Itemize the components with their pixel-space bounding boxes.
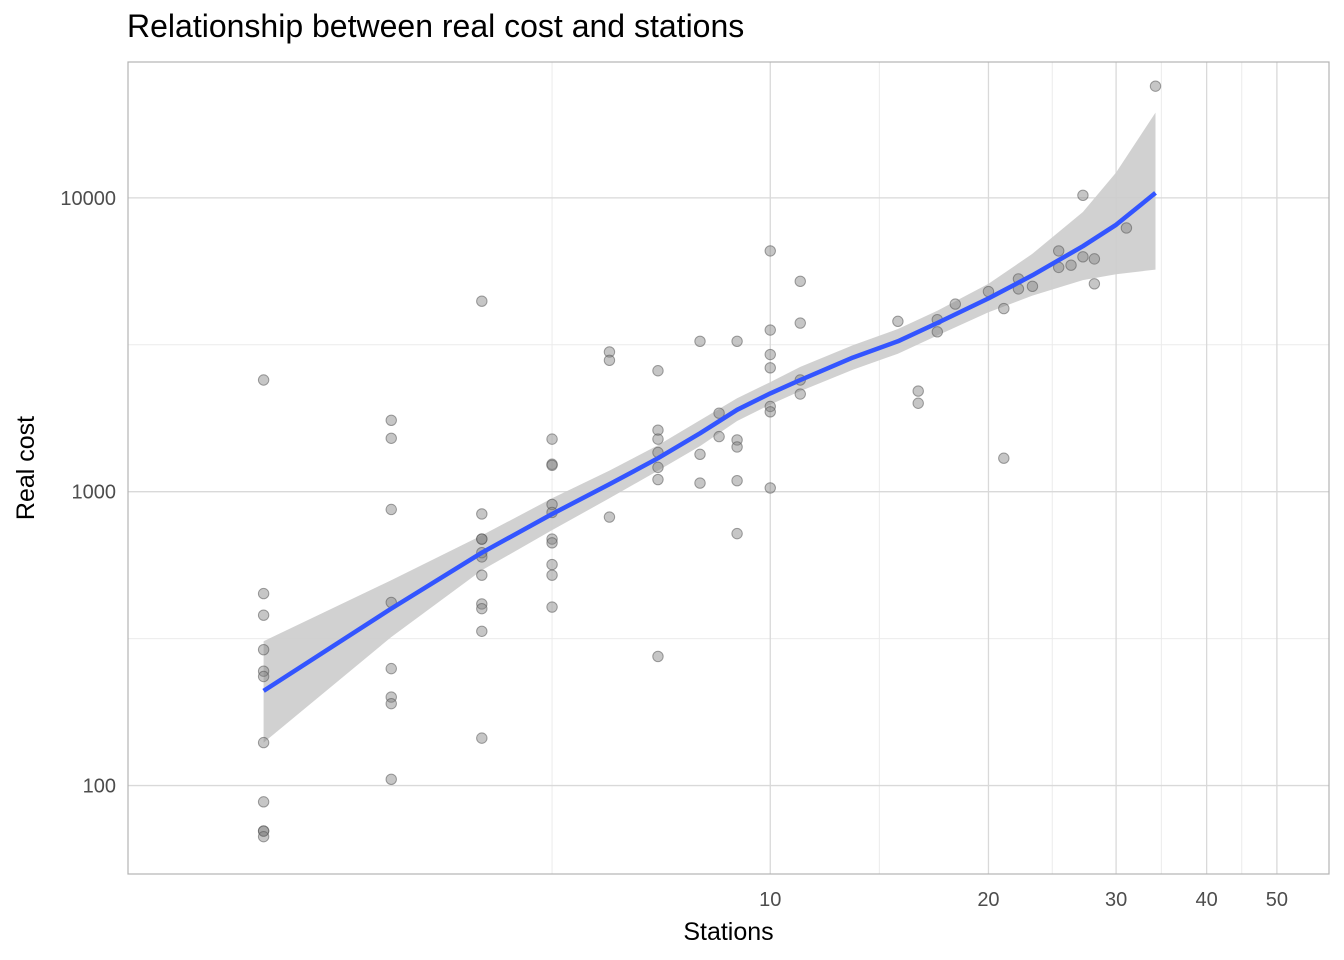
data-point bbox=[764, 324, 776, 336]
x-tick-label: 50 bbox=[1266, 889, 1288, 911]
data-point bbox=[694, 477, 706, 489]
data-point bbox=[476, 625, 488, 637]
data-point bbox=[546, 498, 558, 511]
data-point bbox=[603, 511, 616, 523]
data-point bbox=[546, 533, 558, 545]
y-tick-label: 1000 bbox=[72, 482, 117, 504]
data-point bbox=[546, 537, 558, 549]
data-point bbox=[931, 326, 943, 338]
data-point bbox=[794, 275, 806, 288]
x-tick-label: 10 bbox=[759, 889, 781, 911]
data-point bbox=[1077, 189, 1089, 202]
data-point bbox=[546, 569, 558, 581]
y-tick-label: 100 bbox=[83, 776, 116, 798]
data-point bbox=[652, 433, 664, 445]
data-point bbox=[731, 527, 743, 540]
data-point bbox=[1088, 253, 1101, 265]
x-tick-label: 30 bbox=[1105, 889, 1127, 911]
data-point bbox=[603, 354, 616, 367]
data-point bbox=[731, 335, 743, 347]
data-point bbox=[257, 643, 270, 656]
y-tick-label: 10000 bbox=[60, 188, 116, 210]
y-axis-title: Real cost bbox=[12, 416, 40, 520]
data-point bbox=[713, 430, 725, 443]
y-axis-ticks: 100 1000 10000 bbox=[60, 188, 116, 798]
data-point bbox=[652, 650, 664, 663]
data-point bbox=[476, 732, 488, 744]
data-point bbox=[652, 473, 664, 486]
data-point bbox=[764, 362, 776, 374]
data-point bbox=[546, 601, 558, 613]
data-point bbox=[476, 602, 488, 615]
data-point bbox=[1026, 280, 1039, 293]
data-point bbox=[1077, 251, 1089, 263]
data-point bbox=[385, 773, 397, 786]
data-point bbox=[998, 452, 1010, 464]
data-point bbox=[652, 365, 664, 377]
data-point bbox=[1065, 259, 1077, 271]
data-point bbox=[385, 503, 397, 516]
data-point bbox=[1088, 278, 1101, 290]
data-point bbox=[257, 670, 270, 683]
data-point bbox=[546, 459, 558, 471]
data-point bbox=[257, 374, 270, 386]
data-point bbox=[257, 736, 270, 749]
data-point bbox=[546, 433, 558, 445]
data-point bbox=[764, 406, 776, 418]
data-point bbox=[476, 295, 488, 307]
data-point bbox=[764, 482, 776, 494]
data-point bbox=[794, 388, 806, 400]
data-point bbox=[257, 830, 270, 843]
data-point bbox=[257, 609, 270, 621]
data-point bbox=[385, 662, 397, 675]
data-point bbox=[385, 414, 397, 426]
data-point bbox=[476, 533, 488, 545]
trend-line-layer bbox=[262, 191, 1157, 693]
data-point bbox=[257, 796, 270, 808]
data-point bbox=[652, 424, 664, 436]
data-point bbox=[694, 335, 706, 347]
data-point bbox=[912, 397, 924, 409]
data-point bbox=[476, 569, 488, 581]
data-point bbox=[385, 432, 397, 444]
data-point bbox=[713, 407, 725, 419]
data-point bbox=[1120, 222, 1133, 234]
data-point bbox=[794, 317, 806, 329]
data-point bbox=[546, 558, 558, 571]
data-point bbox=[385, 697, 397, 710]
panel-border bbox=[127, 61, 1330, 875]
data-point bbox=[257, 587, 270, 600]
data-point bbox=[949, 298, 961, 310]
data-point bbox=[912, 385, 924, 397]
data-point bbox=[998, 302, 1010, 315]
trend-line bbox=[262, 191, 1157, 693]
x-axis-title: Stations bbox=[683, 918, 773, 946]
chart-title: Relationship between real cost and stati… bbox=[127, 8, 745, 44]
data-point bbox=[652, 461, 664, 474]
data-point bbox=[764, 348, 776, 361]
data-point bbox=[1052, 245, 1065, 257]
data-point bbox=[694, 448, 706, 461]
points-layer bbox=[257, 80, 1162, 843]
data-point bbox=[764, 245, 776, 257]
data-point bbox=[1149, 80, 1162, 92]
data-point bbox=[476, 508, 488, 520]
x-tick-label: 40 bbox=[1196, 889, 1218, 911]
grid-major bbox=[128, 62, 1329, 874]
data-point bbox=[731, 475, 743, 487]
x-axis-ticks: 10 20 30 40 50 bbox=[759, 889, 1288, 911]
data-point bbox=[892, 315, 904, 328]
data-point bbox=[603, 346, 616, 358]
x-tick-label: 20 bbox=[977, 889, 999, 911]
data-point bbox=[476, 598, 488, 610]
data-point bbox=[731, 441, 743, 453]
